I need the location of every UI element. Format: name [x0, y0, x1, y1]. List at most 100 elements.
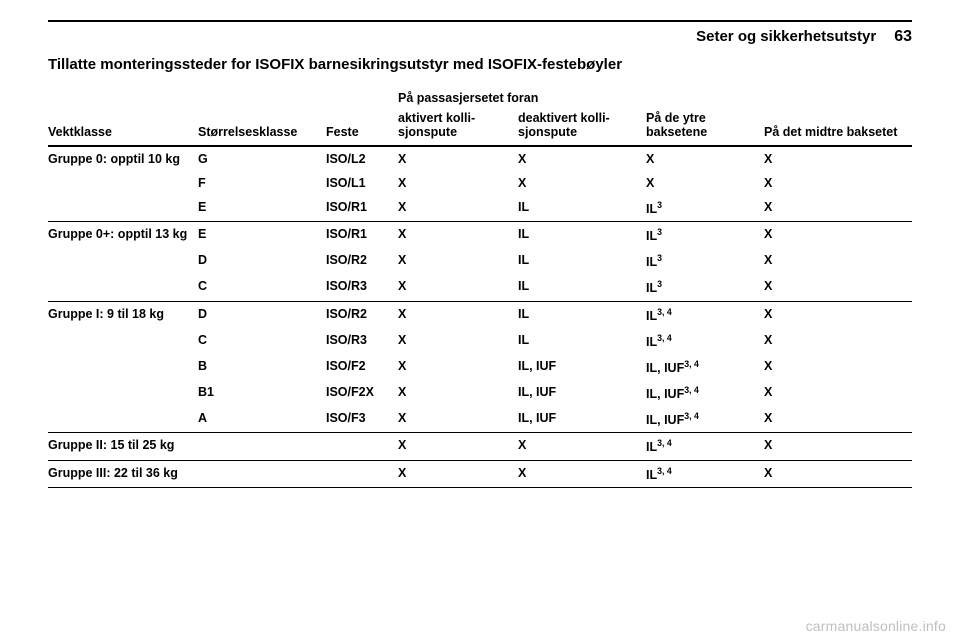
cell-d: IL	[518, 274, 646, 301]
cell-fix: ISO/L1	[326, 171, 398, 195]
cell-size: D	[198, 301, 326, 328]
col-front-deactive: deaktivert kolli­sjonspute	[518, 107, 646, 146]
cell-outer-sup: 3	[657, 253, 662, 263]
cell-d: IL	[518, 222, 646, 249]
cell-center: X	[764, 380, 912, 406]
chapter-title: Seter og sikkerhetsutstyr	[696, 28, 876, 45]
cell-size: B1	[198, 380, 326, 406]
cell-d: IL	[518, 195, 646, 222]
cell-size: G	[198, 146, 326, 171]
cell-outer: IL3	[646, 274, 764, 301]
cell-a: X	[398, 380, 518, 406]
cell-d: X	[518, 171, 646, 195]
cell-a: X	[398, 354, 518, 380]
cell-size: F	[198, 171, 326, 195]
cell-center: X	[764, 328, 912, 354]
cell-a: X	[398, 222, 518, 249]
cell-d: IL	[518, 248, 646, 274]
cell-size: D	[198, 248, 326, 274]
cell-outer-sup: 3	[657, 200, 662, 210]
cell-d: IL, IUF	[518, 406, 646, 433]
cell-fix: ISO/R3	[326, 274, 398, 301]
table-row: Gruppe 0+: opptil 13 kgEISO/R1XILIL3X	[48, 222, 912, 249]
cell-fix	[326, 433, 398, 460]
cell-fix: ISO/F3	[326, 406, 398, 433]
col-size: Størrelsesklasse	[198, 107, 326, 146]
cell-size: B	[198, 354, 326, 380]
cell-outer-sup: 3, 4	[657, 438, 672, 448]
col-fixture: Feste	[326, 107, 398, 146]
cell-size	[198, 460, 326, 487]
cell-outer: IL3	[646, 248, 764, 274]
cell-outer: IL, IUF3, 4	[646, 380, 764, 406]
cell-center: X	[764, 248, 912, 274]
table-row: Gruppe II: 15 til 25 kgXXIL3, 4X	[48, 433, 912, 460]
cell-outer-sup: 3, 4	[684, 359, 699, 369]
group-label: Gruppe 0+: opptil 13 kg	[48, 222, 198, 301]
cell-d: X	[518, 460, 646, 487]
cell-center: X	[764, 433, 912, 460]
cell-size: E	[198, 195, 326, 222]
cell-d: IL	[518, 328, 646, 354]
group-label: Gruppe II: 15 til 25 kg	[48, 433, 198, 460]
cell-outer-sup: 3, 4	[657, 466, 672, 476]
cell-a: X	[398, 301, 518, 328]
cell-size: C	[198, 274, 326, 301]
cell-outer: IL3, 4	[646, 460, 764, 487]
cell-a: X	[398, 406, 518, 433]
cell-a: X	[398, 248, 518, 274]
cell-a: X	[398, 274, 518, 301]
table-row: Gruppe III: 22 til 36 kgXXIL3, 4X	[48, 460, 912, 487]
cell-a: X	[398, 195, 518, 222]
cell-center: X	[764, 222, 912, 249]
cell-outer-sup: 3, 4	[657, 333, 672, 343]
cell-outer-sup: 3	[657, 227, 662, 237]
cell-center: X	[764, 406, 912, 433]
cell-a: X	[398, 433, 518, 460]
cell-center: X	[764, 301, 912, 328]
group-label: Gruppe III: 22 til 36 kg	[48, 460, 198, 487]
section-title: Tillatte monteringssteder for ISOFIX bar…	[48, 56, 912, 73]
cell-center: X	[764, 354, 912, 380]
cell-size	[198, 433, 326, 460]
cell-center: X	[764, 274, 912, 301]
cell-outer: X	[646, 171, 764, 195]
page-header: Seter og sikkerhetsutstyr 63	[48, 28, 912, 46]
cell-outer: IL3, 4	[646, 301, 764, 328]
cell-outer-sup: 3, 4	[657, 307, 672, 317]
col-weight: Vektklasse	[48, 107, 198, 146]
cell-fix: ISO/R2	[326, 248, 398, 274]
page-number: 63	[894, 28, 912, 46]
cell-outer-sup: 3, 4	[684, 385, 699, 395]
isofix-table: På passasjersetet foran Vektklasse Størr…	[48, 87, 912, 488]
cell-size: C	[198, 328, 326, 354]
cell-outer: IL, IUF3, 4	[646, 406, 764, 433]
cell-fix: ISO/F2X	[326, 380, 398, 406]
col-rear-center: På det midtre baksetet	[764, 107, 912, 146]
cell-a: X	[398, 328, 518, 354]
cell-outer: IL, IUF3, 4	[646, 354, 764, 380]
table-row: Gruppe I: 9 til 18 kgDISO/R2XILIL3, 4X	[48, 301, 912, 328]
watermark: carmanualsonline.info	[806, 618, 946, 634]
cell-d: IL, IUF	[518, 380, 646, 406]
cell-outer-sup: 3, 4	[684, 411, 699, 421]
cell-d: X	[518, 433, 646, 460]
cell-a: X	[398, 146, 518, 171]
cell-size: A	[198, 406, 326, 433]
cell-a: X	[398, 460, 518, 487]
cell-d: X	[518, 146, 646, 171]
cell-center: X	[764, 460, 912, 487]
cell-fix: ISO/R3	[326, 328, 398, 354]
cell-center: X	[764, 171, 912, 195]
cell-fix: ISO/R1	[326, 195, 398, 222]
cell-center: X	[764, 146, 912, 171]
cell-size: E	[198, 222, 326, 249]
group-label: Gruppe I: 9 til 18 kg	[48, 301, 198, 433]
cell-fix: ISO/R1	[326, 222, 398, 249]
group-label: Gruppe 0: opptil 10 kg	[48, 146, 198, 222]
cell-outer: X	[646, 146, 764, 171]
col-front-active: aktivert kolli­sjonspute	[398, 107, 518, 146]
cell-outer: IL3	[646, 222, 764, 249]
cell-fix: ISO/R2	[326, 301, 398, 328]
cell-fix: ISO/F2	[326, 354, 398, 380]
